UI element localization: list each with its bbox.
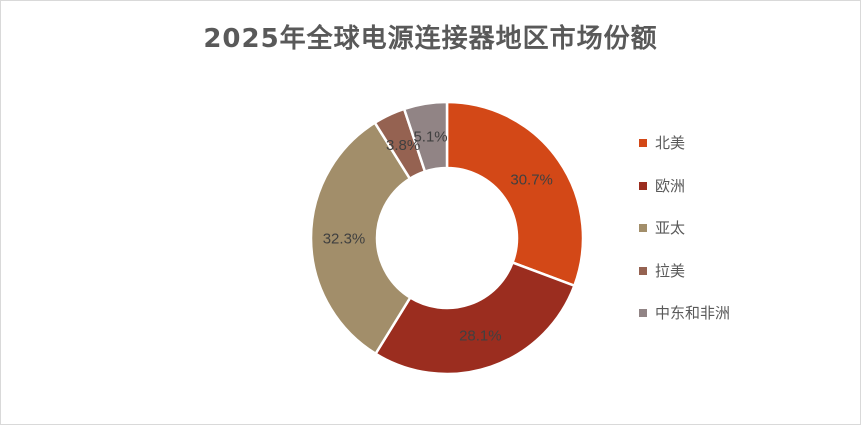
legend-label: 拉美 xyxy=(655,261,686,280)
legend-item-2: 欧洲 xyxy=(639,175,730,218)
slice-3 xyxy=(309,120,412,356)
legend: 北美欧洲亚太拉美中东和非洲 xyxy=(639,132,730,345)
legend-label: 欧洲 xyxy=(655,176,686,195)
legend-label: 北美 xyxy=(655,134,686,152)
data-label-4: 3.8% xyxy=(386,137,420,154)
legend-swatch xyxy=(639,309,647,317)
data-label-1: 30.7% xyxy=(510,171,553,188)
legend-swatch xyxy=(639,181,647,190)
legend-swatch xyxy=(639,139,647,147)
legend-label: 亚太 xyxy=(655,219,686,237)
legend-item-5: 中东和非洲 xyxy=(639,302,730,345)
legend-swatch xyxy=(639,224,647,232)
legend-swatch xyxy=(639,266,647,275)
slice-2 xyxy=(373,260,576,376)
slice-5 xyxy=(402,100,449,174)
data-label-2: 28.1% xyxy=(459,327,502,344)
data-label-3: 32.3% xyxy=(323,230,366,247)
data-label-5: 5.1% xyxy=(413,128,447,145)
chart-title: 2025年全球电源连接器地区市场份额 xyxy=(203,24,658,54)
slice-1 xyxy=(445,100,585,288)
legend-label: 中东和非洲 xyxy=(655,304,731,322)
legend-item-4: 拉美 xyxy=(639,260,730,303)
legend-item-1: 北美 xyxy=(639,132,730,175)
legend-item-3: 亚太 xyxy=(639,217,730,260)
